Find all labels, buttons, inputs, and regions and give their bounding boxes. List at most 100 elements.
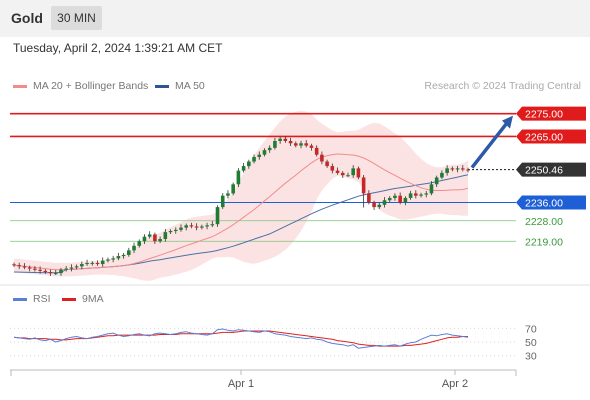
resistance-2275-label: 2275.00 xyxy=(525,109,563,121)
candle xyxy=(173,229,178,232)
chart-datetime: Tuesday, April 2, 2024 1:39:21 AM CET xyxy=(13,41,223,55)
candle xyxy=(304,143,309,146)
candle xyxy=(226,193,230,196)
candle xyxy=(80,264,84,267)
candle xyxy=(325,161,329,167)
candle xyxy=(382,200,387,205)
candle xyxy=(283,138,288,142)
rsi-ma-legend-swatch xyxy=(62,297,76,301)
ma20-line xyxy=(13,153,469,271)
candle xyxy=(466,169,470,171)
candle xyxy=(231,184,235,194)
candle xyxy=(403,197,408,203)
candle xyxy=(278,138,282,142)
candle xyxy=(372,202,376,208)
symbol-title: Gold xyxy=(11,10,43,26)
support-2219-label: 2219.00 xyxy=(525,236,563,248)
candle xyxy=(90,262,95,264)
candle xyxy=(450,168,455,170)
candle xyxy=(429,184,434,194)
pivot-2236-tag xyxy=(516,195,586,210)
legend-item-bollinger: MA 20 + Bollinger Bands xyxy=(13,80,148,92)
candle xyxy=(100,260,105,265)
candle xyxy=(69,267,74,269)
candle xyxy=(440,172,444,178)
candle xyxy=(59,269,63,274)
legend-swatch-ma50 xyxy=(155,84,169,88)
timeframe-badge[interactable]: 30 MIN xyxy=(51,6,102,30)
candle xyxy=(293,143,298,146)
resistance-2275-tag xyxy=(516,106,586,121)
candle xyxy=(414,193,418,196)
candle xyxy=(267,147,272,151)
legend-item-ma50: MA 50 xyxy=(155,80,205,92)
candle xyxy=(74,266,79,268)
candle xyxy=(393,195,397,198)
candle xyxy=(12,264,16,266)
candle xyxy=(455,168,460,170)
candle xyxy=(252,156,256,162)
candle xyxy=(184,225,189,228)
pivot-2236-label: 2236.00 xyxy=(525,198,563,210)
candle xyxy=(262,150,267,155)
candle xyxy=(247,161,251,167)
research-credit: Research © 2024 Trading Central xyxy=(424,80,581,92)
resistance-2265-tag xyxy=(516,129,586,144)
candle xyxy=(340,172,345,176)
candle xyxy=(38,269,42,271)
candle xyxy=(210,224,215,226)
candle xyxy=(434,177,439,185)
candle xyxy=(111,258,115,260)
candle xyxy=(335,170,340,173)
legend-swatch-bollinger xyxy=(13,84,27,88)
candle xyxy=(48,272,53,274)
candle xyxy=(419,194,423,196)
candle xyxy=(309,145,314,148)
candle xyxy=(137,241,142,246)
candle xyxy=(257,154,262,157)
candle xyxy=(367,193,371,203)
candle xyxy=(168,231,173,233)
candle xyxy=(387,197,392,201)
rsi-tick-30: 30 xyxy=(525,351,537,363)
candle xyxy=(445,168,449,173)
x-axis-label: Apr 1 xyxy=(228,378,254,390)
candle xyxy=(408,193,413,198)
rsi-ma-line xyxy=(13,330,468,347)
candle xyxy=(189,225,194,227)
rsi-ma-legend-label: 9MA xyxy=(82,293,104,305)
candle xyxy=(314,147,319,155)
candle xyxy=(121,254,126,257)
candle xyxy=(116,256,121,259)
rsi-legend-label: RSI xyxy=(33,293,51,305)
candle xyxy=(241,166,246,171)
support-2228-label: 2228.00 xyxy=(525,216,563,228)
rsi-tick-70: 70 xyxy=(525,323,537,335)
candle xyxy=(346,175,350,177)
rsi-ma-legend-item: 9MA xyxy=(62,293,104,305)
candle xyxy=(356,168,361,178)
candle xyxy=(194,226,199,228)
resistance-2265-label: 2265.00 xyxy=(525,131,563,143)
candle xyxy=(205,225,209,227)
candle xyxy=(127,250,131,255)
candle xyxy=(320,154,324,162)
candle xyxy=(236,170,241,185)
candle xyxy=(95,262,100,265)
x-axis-label: Apr 2 xyxy=(442,378,468,390)
candle xyxy=(398,195,402,203)
candle xyxy=(163,232,168,239)
candle xyxy=(299,143,303,146)
candle xyxy=(377,204,382,208)
candle xyxy=(215,207,220,225)
bollinger-band xyxy=(14,110,468,281)
legend-label-ma50: MA 50 xyxy=(175,80,205,92)
candle xyxy=(27,267,32,269)
candle xyxy=(147,234,152,237)
candle xyxy=(22,266,27,268)
candle xyxy=(179,227,183,230)
rsi-line xyxy=(13,328,469,349)
projection-arrow-shaft xyxy=(470,120,510,169)
candle xyxy=(153,234,157,242)
